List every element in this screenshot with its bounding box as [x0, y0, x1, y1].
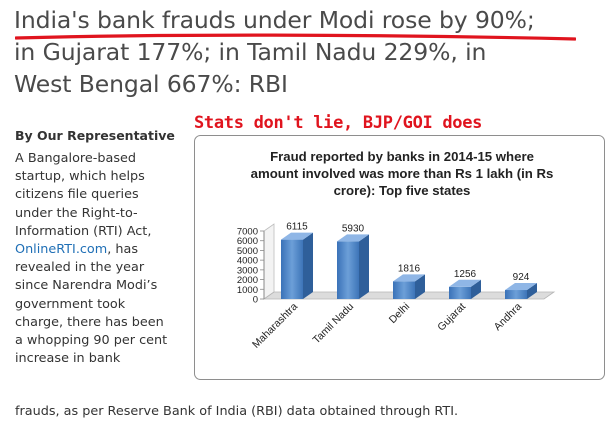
bar: [281, 239, 303, 299]
bar: [505, 290, 527, 299]
article-byline: By Our Representative: [15, 128, 175, 143]
article-line: government took: [15, 296, 126, 312]
y-tick-label: 1000: [237, 285, 258, 296]
y-tick-label: 5000: [237, 246, 258, 257]
bar-top: [393, 274, 425, 282]
y-tick-label: 6000: [237, 236, 258, 247]
bar-data-label: 5930: [342, 223, 365, 234]
y-tick-label: 4000: [237, 256, 258, 267]
bar-side: [303, 232, 313, 299]
bar-side: [359, 234, 369, 299]
onlinerti-link[interactable]: OnlineRTI.com: [15, 242, 108, 258]
bar: [337, 241, 359, 299]
bar-data-label: 924: [513, 272, 530, 283]
chart-side-wall: [263, 223, 275, 300]
headline-line-3: West Bengal 667%: RBI: [14, 70, 288, 98]
article-line: under the Right-to-: [15, 205, 138, 221]
bar-side: [527, 283, 537, 299]
article-line: increase in bank: [15, 351, 121, 367]
article-line: Information (RTI) Act,: [15, 223, 152, 239]
bar-data-label: 1256: [454, 269, 477, 280]
bar-top: [505, 283, 537, 291]
article-line: revealed in the year: [15, 260, 145, 276]
bar: [449, 286, 471, 299]
annotation-stamp: Stats don't lie, BJP/GOI does: [194, 113, 483, 133]
chart-title-line-1: Fraud reported by banks in 2014-15 where: [270, 149, 534, 164]
bar-side: [471, 279, 481, 299]
bar-data-label: 6115: [286, 222, 308, 233]
bar: [393, 281, 415, 299]
chart-frame: [194, 135, 605, 380]
article-line: citizens file queries: [15, 187, 139, 203]
y-tick-label: 3000: [237, 265, 258, 276]
bar-side: [415, 274, 425, 299]
article-line: charge, there has been: [15, 314, 164, 330]
chart-title-line-2: amount involved was more than Rs 1 lakh …: [250, 166, 554, 181]
article-headline: India's bank frauds under Modi rose by 9…: [14, 4, 599, 100]
article-line: A Bangalore-based: [15, 151, 137, 166]
chart-title: Fraud reported by banks in 2014-15 where…: [242, 148, 562, 199]
red-underline-mark: [15, 33, 576, 41]
article-last-line: frauds, as per Reserve Bank of India (RB…: [15, 404, 459, 419]
chart-title-line-3: crore): Top five states: [333, 183, 471, 198]
headline-line-1: India's bank frauds under Modi rose by 9…: [14, 6, 535, 34]
bar-data-label: 1816: [398, 263, 421, 274]
article-line: , has: [107, 242, 138, 258]
bar-top: [337, 234, 369, 242]
article-line: a whopping 90 per cent: [15, 333, 168, 349]
article-line: startup, which helps: [15, 169, 145, 185]
y-tick-label: 2000: [237, 275, 258, 286]
y-tick-label: 0: [253, 295, 258, 306]
article-line: since Narendra Modi’s: [15, 278, 158, 294]
y-tick-label: 7000: [237, 227, 258, 238]
headline-line-2: in Gujarat 177%; in Tamil Nadu 229%, in: [14, 38, 487, 66]
bar-top: [449, 279, 481, 287]
bar-top: [281, 232, 313, 240]
chart-container: 0 1000 2000 3000 4000 5000 6000 7000 6115 Maharas…: [194, 135, 606, 381]
article-body: A Bangalore-based startup, which helps c…: [15, 150, 185, 368]
